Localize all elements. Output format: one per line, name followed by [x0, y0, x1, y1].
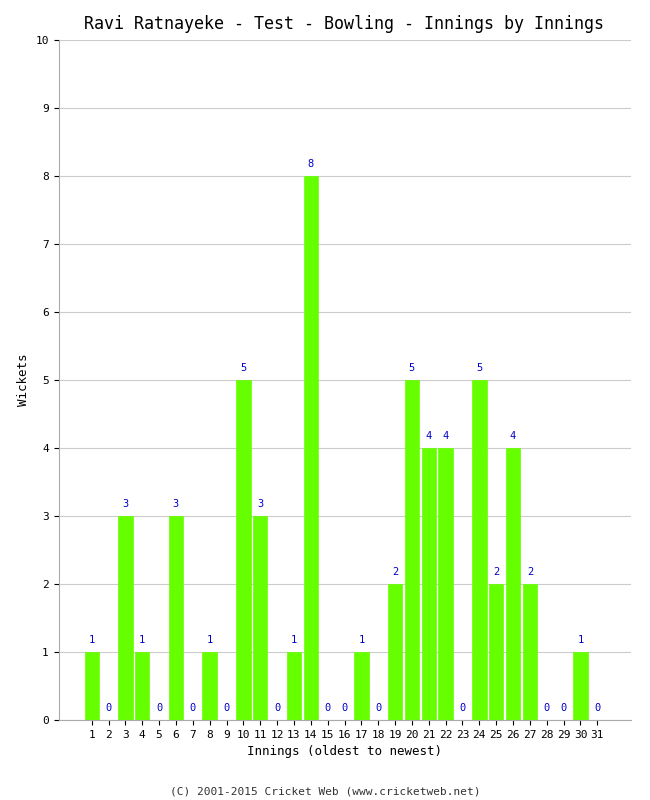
Text: 5: 5 — [240, 363, 246, 373]
Text: 5: 5 — [409, 363, 415, 373]
Text: 5: 5 — [476, 363, 482, 373]
Y-axis label: Wickets: Wickets — [17, 354, 30, 406]
Text: 1: 1 — [88, 635, 95, 645]
Text: 0: 0 — [543, 703, 550, 714]
Text: 0: 0 — [460, 703, 465, 714]
Bar — [287, 652, 301, 720]
Text: 1: 1 — [358, 635, 365, 645]
Text: 3: 3 — [122, 499, 129, 509]
Text: 0: 0 — [341, 703, 348, 714]
Bar — [523, 584, 537, 720]
Text: 0: 0 — [324, 703, 331, 714]
Bar — [573, 652, 588, 720]
Bar — [84, 652, 99, 720]
Text: 4: 4 — [443, 431, 448, 442]
Bar — [304, 176, 318, 720]
Text: 2: 2 — [526, 567, 533, 578]
Bar — [439, 448, 453, 720]
Text: (C) 2001-2015 Cricket Web (www.cricketweb.net): (C) 2001-2015 Cricket Web (www.cricketwe… — [170, 786, 480, 796]
Text: 3: 3 — [257, 499, 263, 509]
Text: 0: 0 — [105, 703, 112, 714]
Bar — [422, 448, 436, 720]
Bar — [203, 652, 217, 720]
Text: 0: 0 — [560, 703, 567, 714]
Text: 0: 0 — [190, 703, 196, 714]
Bar — [506, 448, 520, 720]
Text: 3: 3 — [173, 499, 179, 509]
Text: 8: 8 — [307, 159, 314, 170]
Bar — [169, 516, 183, 720]
Bar — [236, 380, 250, 720]
Title: Ravi Ratnayeke - Test - Bowling - Innings by Innings: Ravi Ratnayeke - Test - Bowling - Inning… — [84, 15, 604, 33]
Bar — [253, 516, 267, 720]
Bar — [354, 652, 369, 720]
Text: 1: 1 — [139, 635, 146, 645]
Text: 0: 0 — [224, 703, 229, 714]
Text: 4: 4 — [426, 431, 432, 442]
Text: 0: 0 — [156, 703, 162, 714]
Text: 4: 4 — [510, 431, 516, 442]
Bar — [118, 516, 133, 720]
Text: 1: 1 — [207, 635, 213, 645]
Bar — [388, 584, 402, 720]
X-axis label: Innings (oldest to newest): Innings (oldest to newest) — [247, 746, 442, 758]
Bar — [489, 584, 503, 720]
Bar — [135, 652, 150, 720]
Text: 0: 0 — [375, 703, 382, 714]
Text: 1: 1 — [291, 635, 297, 645]
Text: 0: 0 — [274, 703, 280, 714]
Bar — [472, 380, 486, 720]
Text: 1: 1 — [577, 635, 584, 645]
Bar — [405, 380, 419, 720]
Text: 0: 0 — [594, 703, 601, 714]
Text: 2: 2 — [493, 567, 499, 578]
Text: 2: 2 — [392, 567, 398, 578]
